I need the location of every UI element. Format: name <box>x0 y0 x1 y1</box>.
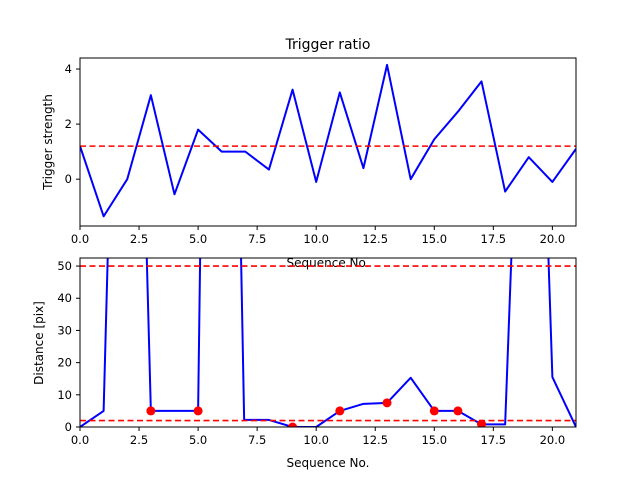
bottom-chart-y-tick-label: 30 <box>57 323 72 337</box>
bottom-chart-marker-point <box>429 406 439 416</box>
bottom-chart-y-tick-label: 50 <box>57 259 72 273</box>
bottom-chart-x-tick-label: 10.0 <box>303 433 329 447</box>
bottom-chart-xlabel: Sequence No. <box>287 456 370 470</box>
bottom-chart-x-tick-label: 12.5 <box>362 433 388 447</box>
bottom-chart-marker-point <box>193 406 203 416</box>
bottom-chart-marker-point <box>477 419 487 427</box>
bottom-chart-marker-point <box>453 406 463 416</box>
bottom-chart-x-tick-label: 0.0 <box>71 433 89 447</box>
bottom-chart-x-tick-label: 2.5 <box>130 433 148 447</box>
top-chart-ylabel: Trigger strength <box>41 94 55 191</box>
bottom-chart-x-tick-label: 7.5 <box>248 433 266 447</box>
bottom-chart-x-tick-label: 20.0 <box>540 433 566 447</box>
top-chart-x-tick-label: 15.0 <box>421 232 447 246</box>
top-chart-x-tick-label: 17.5 <box>481 232 507 246</box>
top-chart-y-tick-label: 0 <box>65 172 72 186</box>
bottom-chart-marker-point <box>335 406 345 416</box>
top-chart-data-layer <box>80 63 576 218</box>
top-chart-y-tick-label: 4 <box>65 62 72 76</box>
bottom-chart-ylabel: Distance [pix] <box>32 301 46 385</box>
top-chart-x-tick-label: 7.5 <box>248 232 266 246</box>
top-chart-x-tick-label: 20.0 <box>540 232 566 246</box>
bottom-chart-marker-point <box>288 422 298 427</box>
top-chart-axes-frame <box>79 57 577 227</box>
bottom-chart-x-tick-label: 17.5 <box>481 433 507 447</box>
bottom-chart-plot-area: 0.0 2.5 5.0 7.5 10.0 12.5 15.0 17.5 20.0 0 10 20 30 4… <box>57 257 577 447</box>
top-chart-series-line-0 <box>80 63 576 218</box>
bottom-chart-y-tick-label: 20 <box>57 356 72 370</box>
bottom-chart-marker-point <box>146 406 156 416</box>
bottom-chart-data-layer <box>80 258 576 427</box>
top-chart-x-tick-label: 2.5 <box>130 232 148 246</box>
top-chart-plot-area: 0.0 2.5 5.0 7.5 10.0 12.5 15.0 17.5 20.0 0 2 4 <box>65 57 577 246</box>
top-chart-x-tick-label: 0.0 <box>71 232 89 246</box>
bottom-chart-x-tick-label: 5.0 <box>189 433 207 447</box>
top-chart-y-tick-label: 2 <box>65 117 72 131</box>
bottom-chart-y-tick-label: 40 <box>57 291 72 305</box>
top-chart-x-tick-label: 10.0 <box>303 232 329 246</box>
bottom-chart-y-tick-label: 0 <box>65 420 72 434</box>
bottom-chart-y-tick-label: 10 <box>57 388 72 402</box>
bottom-chart-x-tick-label: 15.0 <box>421 433 447 447</box>
bottom-chart-axes-frame <box>79 257 577 428</box>
top-chart-title: Trigger ratio <box>284 37 370 53</box>
bottom-chart-marker-point <box>382 398 392 408</box>
top-chart-x-tick-label: 5.0 <box>189 232 207 246</box>
top-chart-x-tick-label: 12.5 <box>362 232 388 246</box>
